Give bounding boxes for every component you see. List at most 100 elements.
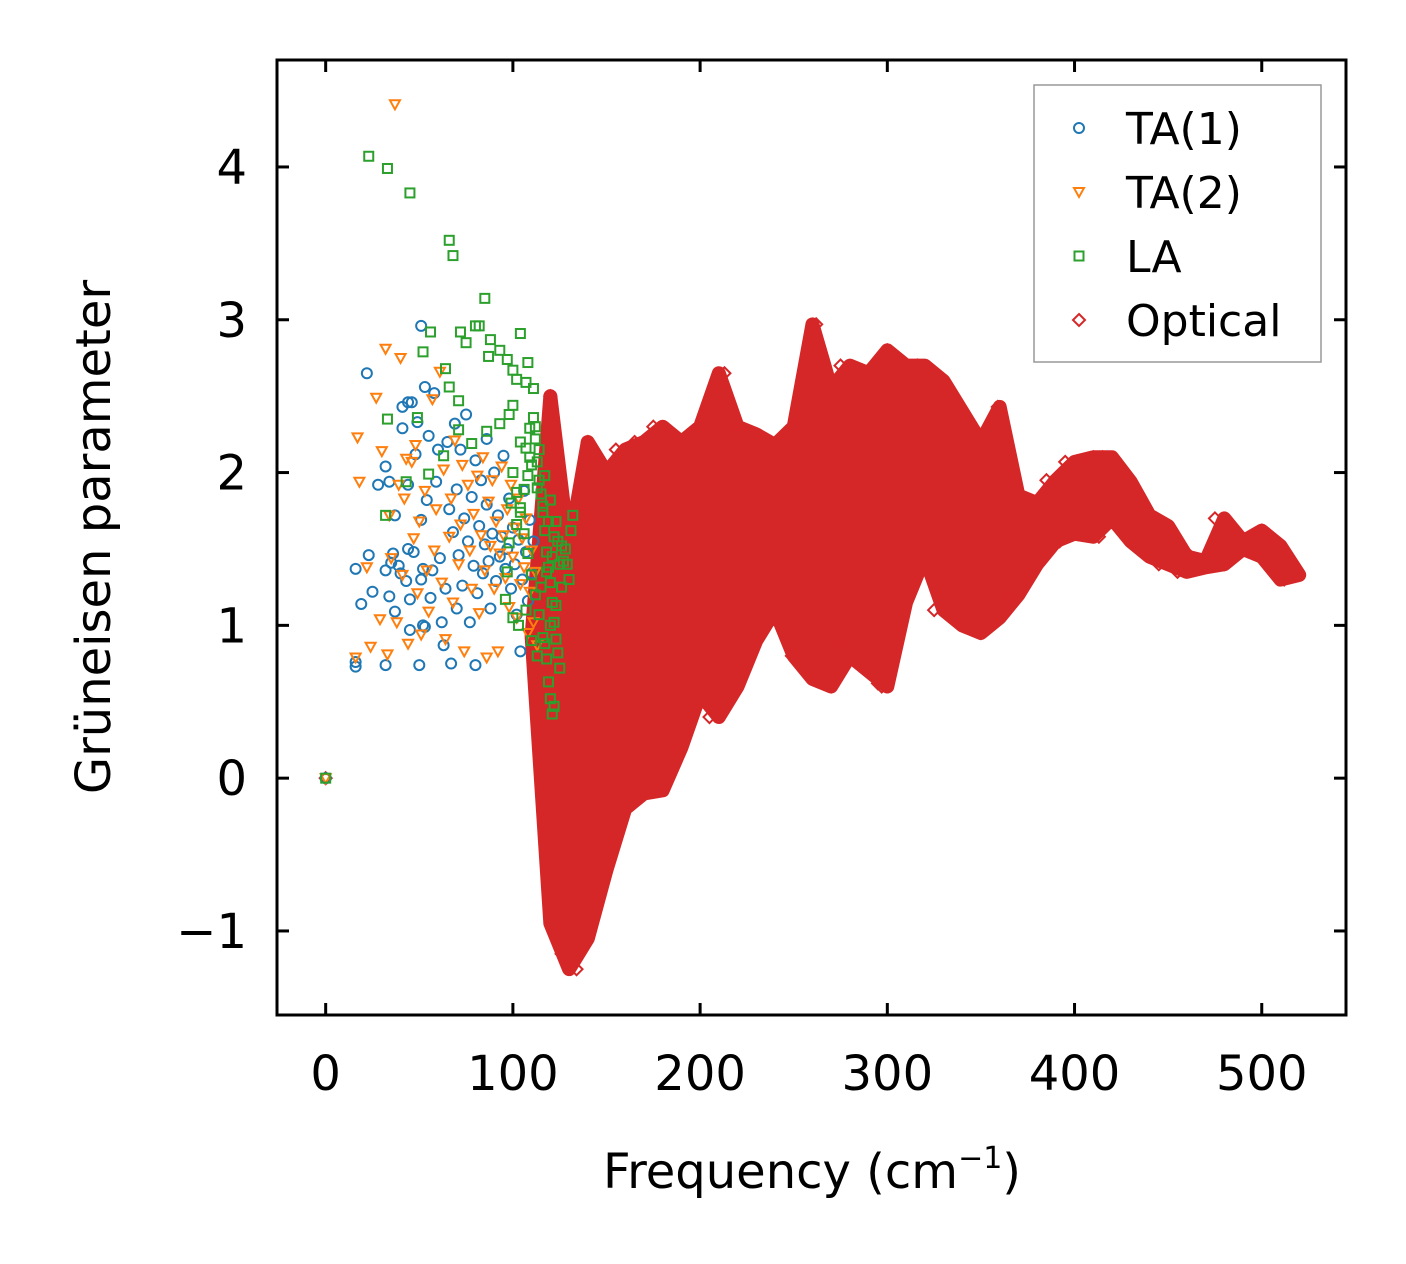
optical-point — [627, 679, 642, 694]
ta-1-point — [456, 579, 469, 592]
la-point — [531, 650, 543, 662]
la-point — [453, 424, 465, 436]
x-axis-label: Frequency (cm−1) — [603, 1141, 1021, 1200]
ta-2-point — [421, 606, 436, 619]
optical-point — [1007, 503, 1023, 519]
la-point — [550, 599, 562, 611]
x-axis-label-close: ) — [1002, 1144, 1021, 1200]
la-point — [503, 537, 515, 549]
optical-point — [580, 449, 596, 465]
la-point — [544, 619, 556, 631]
optical-point — [889, 595, 905, 610]
ta-1-point — [402, 478, 415, 491]
optical-point — [715, 595, 730, 610]
la-point — [453, 395, 465, 407]
optical-point — [673, 610, 689, 626]
optical-point — [1091, 529, 1107, 545]
ta-2-point — [472, 608, 486, 621]
ta-2-point — [451, 559, 466, 572]
la-point — [567, 509, 579, 521]
ta-2-point — [528, 566, 543, 579]
optical-point — [879, 426, 895, 442]
optical-point — [569, 617, 584, 633]
la-point — [466, 438, 478, 450]
legend: TA(1) TA(2) LA Optical — [1033, 84, 1322, 363]
optical-point — [554, 946, 569, 962]
ta-1-point — [463, 616, 476, 629]
la-point — [513, 619, 525, 631]
la-point — [541, 566, 553, 578]
optical-point — [554, 854, 569, 870]
ta-2-point — [405, 456, 419, 469]
ta-1-point — [443, 503, 456, 516]
la-point — [507, 612, 519, 624]
optical-point — [627, 434, 642, 450]
ta-2-point — [476, 452, 490, 465]
ta-1-point — [452, 549, 465, 562]
y-tick-label: 2 — [216, 446, 247, 502]
la-point — [507, 399, 519, 411]
optical-point — [795, 541, 811, 557]
ta-1-point — [379, 564, 392, 577]
optical-point — [599, 831, 614, 847]
ta-2-point — [378, 343, 393, 356]
x-tick-label: 300 — [842, 1046, 934, 1102]
optical-point — [1020, 556, 1036, 572]
optical-point — [921, 488, 936, 503]
optical-point — [580, 434, 596, 450]
optical-point — [645, 419, 661, 435]
optical-point — [758, 564, 774, 580]
la-point — [511, 373, 523, 385]
optical-point — [576, 831, 592, 847]
optical-point — [833, 633, 848, 649]
ta-2-point — [506, 551, 520, 564]
ta-2-point — [348, 652, 363, 665]
optical-point — [730, 640, 745, 656]
optical-point — [1170, 564, 1185, 580]
legend-marker-la — [1073, 250, 1085, 262]
optical-point — [664, 740, 680, 756]
optical-point — [692, 480, 708, 496]
ta-2-point — [470, 470, 485, 483]
optical-point — [973, 449, 989, 465]
legend-label-optical: Optical — [1126, 296, 1281, 347]
ta-1-point — [424, 591, 437, 604]
optical-point — [1025, 510, 1041, 526]
la-point — [520, 442, 532, 454]
ta-2-point — [524, 545, 539, 558]
ta-1-point — [480, 432, 493, 445]
ta-1-point — [349, 562, 362, 575]
optical-point — [936, 381, 951, 396]
plot-area-frame — [275, 58, 1348, 1017]
optical-point — [561, 793, 577, 809]
la-point — [556, 540, 568, 552]
la-point — [565, 525, 577, 537]
optical-point — [771, 526, 787, 542]
optical-point — [805, 449, 820, 465]
optical-point — [1010, 518, 1026, 534]
optical-point — [621, 541, 637, 557]
ta-1-point — [450, 602, 463, 615]
ta-2-point — [489, 516, 503, 529]
optical-point — [857, 388, 873, 404]
la-point — [561, 558, 573, 570]
optical-point — [842, 648, 858, 664]
optical-point — [711, 434, 727, 450]
optical-point — [617, 457, 633, 473]
ta-2-point — [513, 579, 528, 592]
optical-point — [1239, 541, 1255, 557]
la-point — [460, 337, 472, 349]
ta-1-point — [407, 546, 420, 559]
la-point — [527, 383, 539, 395]
optical-point — [784, 648, 800, 664]
la-point — [537, 506, 549, 518]
la-point — [537, 632, 549, 644]
la-point — [380, 509, 392, 521]
optical-point — [982, 610, 998, 626]
la-point — [537, 500, 549, 512]
optical-point — [1207, 544, 1223, 560]
ta-1-point — [420, 494, 433, 507]
optical-point — [696, 625, 712, 641]
optical-point — [625, 617, 641, 633]
optical-point — [1044, 495, 1060, 511]
